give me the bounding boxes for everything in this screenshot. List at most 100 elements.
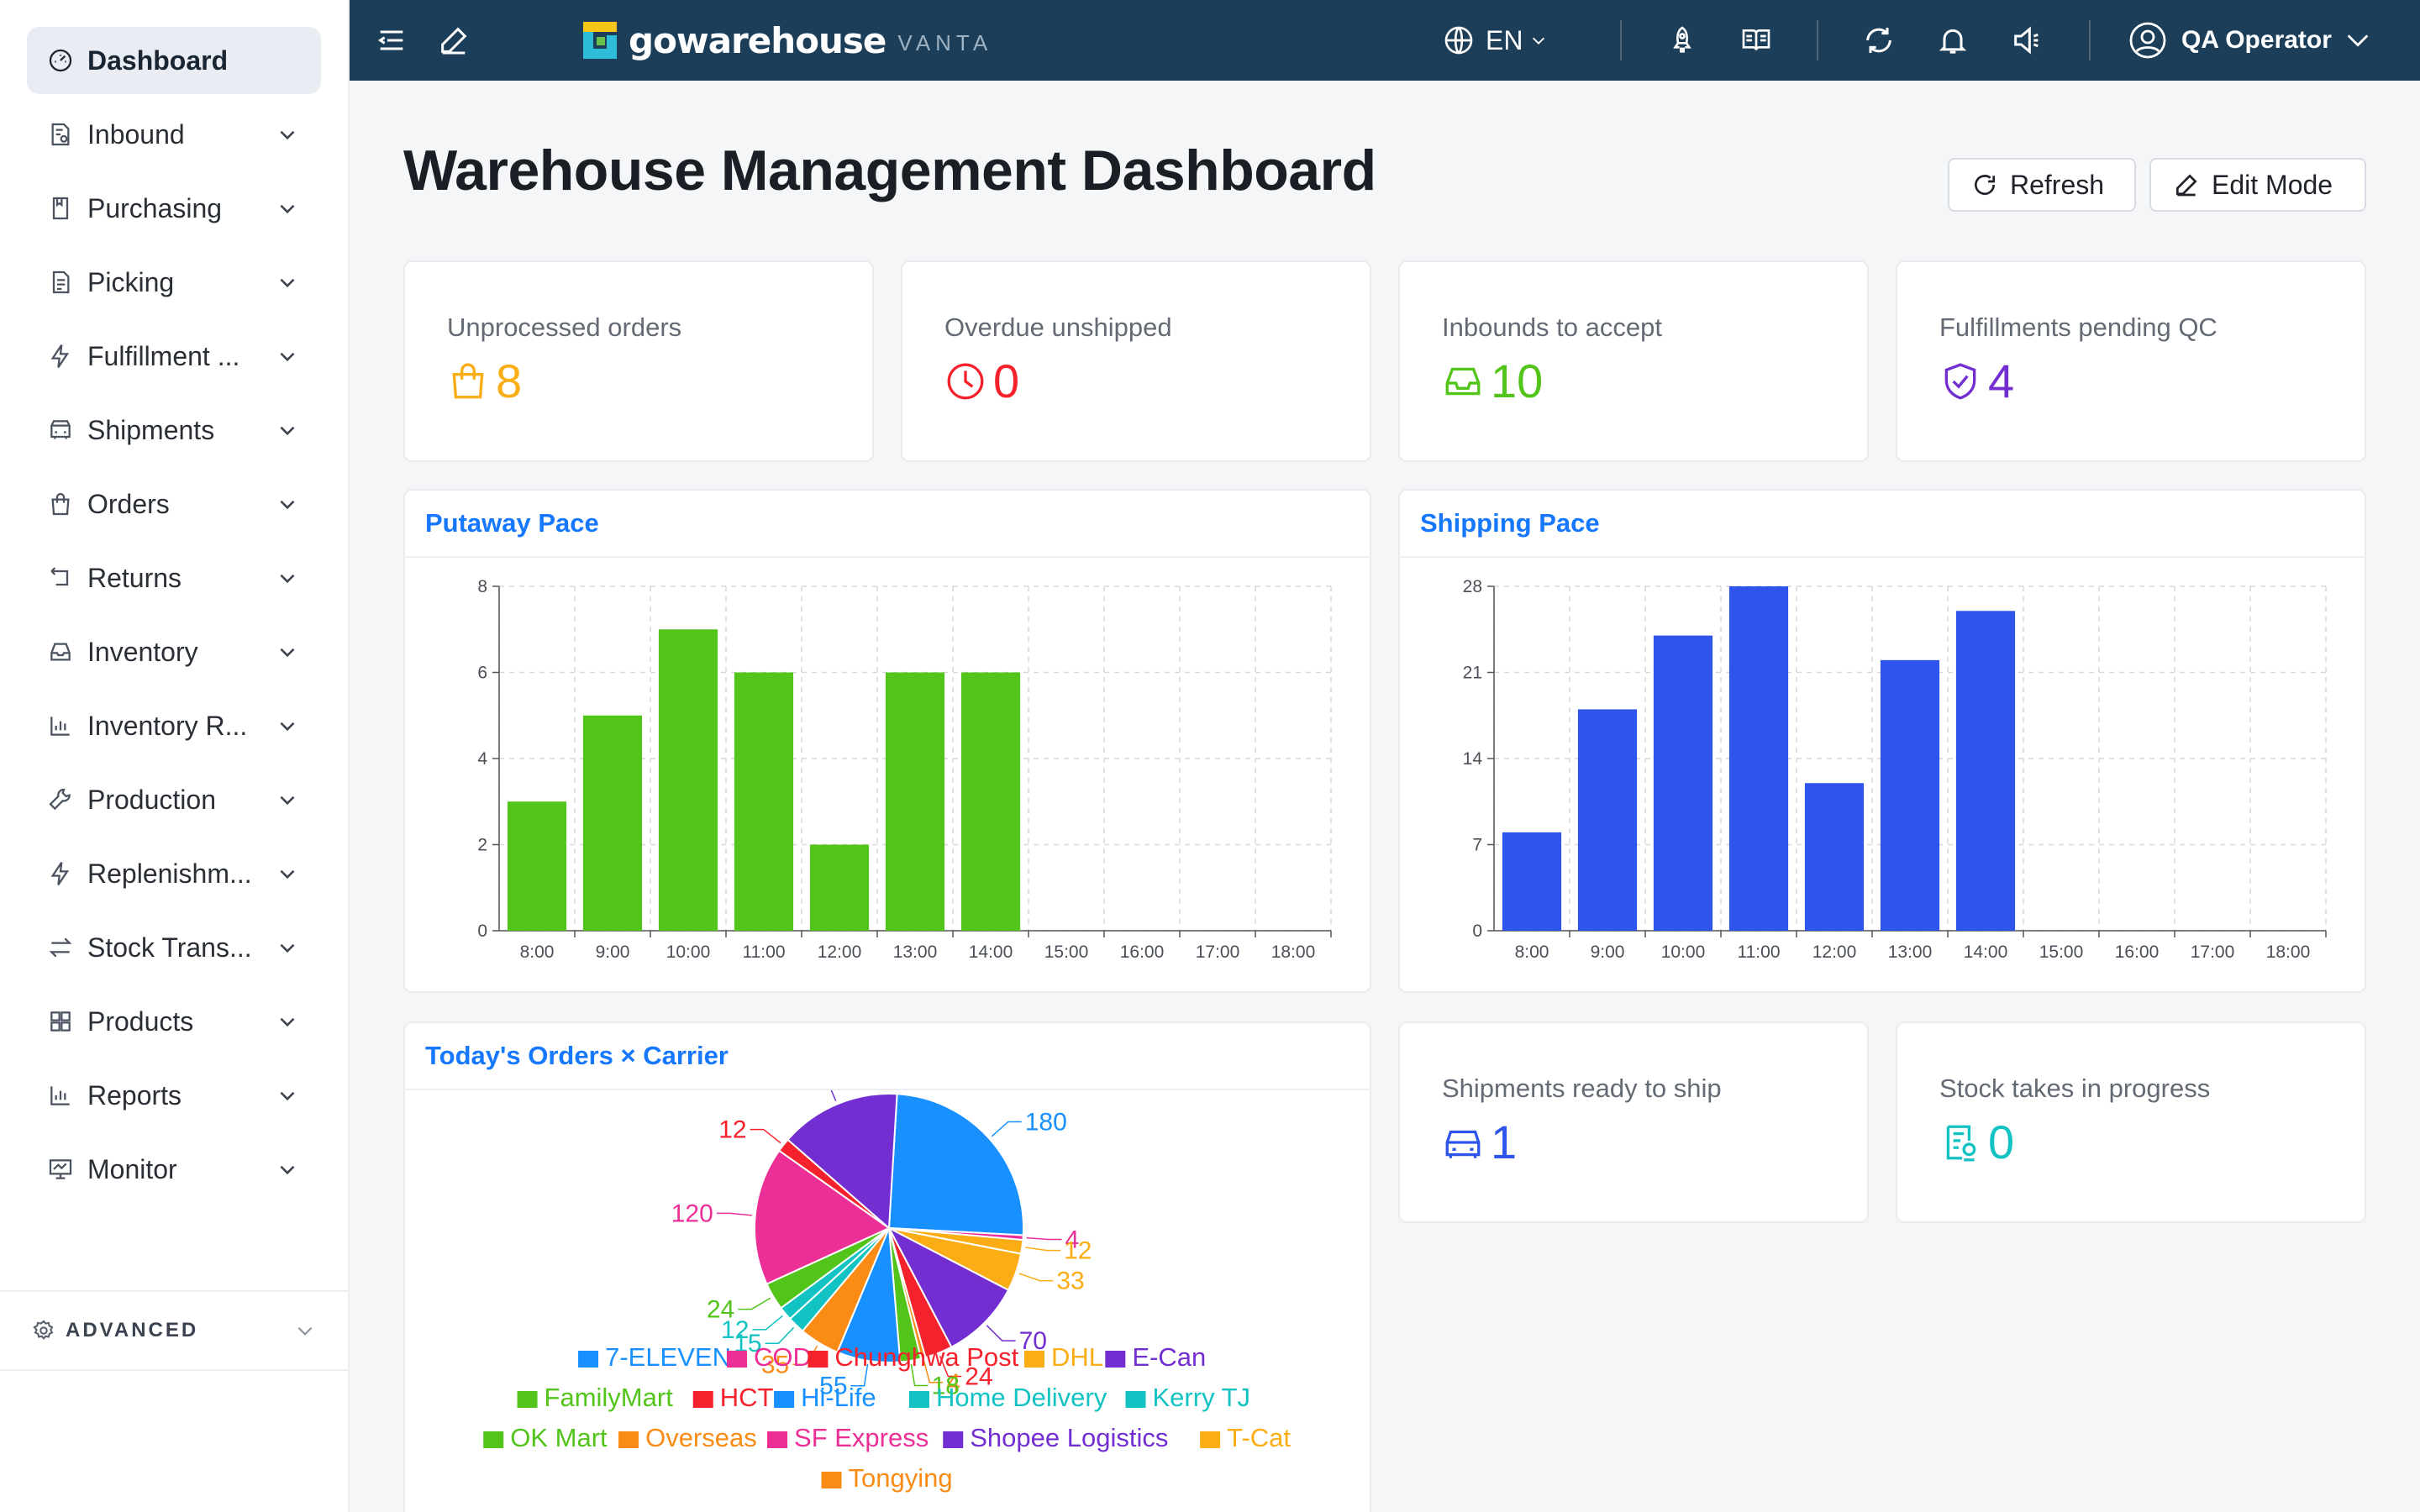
putaway-pace-chart: 0 2 4 6 8 8:00 9:00 10:00 11:00 12:00 13:00 14:00 15… — [477, 577, 1332, 962]
legend-label: Tongying — [849, 1463, 953, 1493]
legend-item-kerry-tj[interactable]: Kerry TJ — [1125, 1383, 1251, 1412]
sidebar-item-fulfillment[interactable]: Fulfillment ... — [27, 323, 321, 390]
stat-card-shipments-ready[interactable]: Shipments ready to ship 1 — [1398, 1021, 1869, 1223]
sidebar-item-monitor[interactable]: Monitor — [27, 1136, 321, 1203]
sidebar-item-products[interactable]: Products — [27, 988, 321, 1055]
bar-10:00[interactable] — [1653, 635, 1713, 931]
bar-14:00[interactable] — [1955, 611, 2016, 931]
chevron-down-icon — [2347, 34, 2369, 47]
legend-item-7-eleven[interactable]: 7-ELEVEN — [578, 1342, 731, 1372]
x-tick-label: 14:00 — [969, 942, 1013, 962]
sidebar-item-reports[interactable]: Reports — [27, 1062, 321, 1129]
stat-card-overdue-unshipped[interactable]: Overdue unshipped 0 — [901, 260, 1371, 462]
bar-8:00[interactable] — [507, 801, 567, 931]
bar-10:00[interactable] — [658, 629, 718, 931]
refresh-button[interactable]: Refresh — [1948, 158, 2136, 212]
sidebar-item-label: Reports — [87, 1079, 182, 1110]
stat-card-stock-takes[interactable]: Stock takes in progress 0 — [1896, 1021, 2366, 1223]
docs-button[interactable] — [1733, 17, 1780, 64]
menu-toggle-button[interactable] — [368, 17, 415, 64]
sidebar-item-purchasing[interactable]: Purchasing — [27, 175, 321, 242]
x-tick-label: 18:00 — [2266, 942, 2311, 962]
legend-item-cod[interactable]: COD — [727, 1342, 812, 1372]
sidebar-item-shipments[interactable]: Shipments — [27, 396, 321, 464]
legend-label: Chunghwa Post — [834, 1342, 1018, 1372]
legend-item-ok-mart[interactable]: OK Mart — [483, 1423, 608, 1452]
pie-slice-e-can[interactable] — [886, 1226, 1010, 1349]
pie-slice-7-eleven[interactable] — [887, 1093, 1024, 1236]
advanced-section-toggle[interactable]: ADVANCED — [0, 1290, 348, 1371]
edit-button[interactable] — [430, 17, 477, 64]
stat-label: Fulfillments pending QC — [1939, 312, 2217, 342]
legend-swatch — [1200, 1431, 1221, 1448]
bar-14:00[interactable] — [960, 672, 1021, 932]
language-selector[interactable]: EN — [1442, 17, 1548, 64]
sidebar-item-returns[interactable]: Returns — [27, 544, 321, 612]
legend-label: Home Delivery — [936, 1383, 1107, 1412]
legend-item-t-cat[interactable]: T-Cat — [1200, 1423, 1291, 1452]
bar-9:00[interactable] — [1577, 709, 1638, 931]
notifications-button[interactable] — [1929, 17, 1976, 64]
legend-item-familymart[interactable]: FamilyMart — [517, 1383, 674, 1412]
bar-11:00[interactable] — [1728, 586, 1789, 931]
release-notes-button[interactable] — [1659, 17, 1706, 64]
logo-text: gowarehouse — [629, 19, 886, 61]
stat-card-unprocessed-orders[interactable]: Unprocessed orders 8 — [403, 260, 874, 462]
sidebar-item-inventory[interactable]: Inventory — [27, 618, 321, 685]
stat-label: Stock takes in progress — [1939, 1074, 2211, 1103]
pie-value-label: 33 — [1056, 1268, 1084, 1295]
stat-value: 0 — [1988, 1116, 2015, 1168]
bar-12:00[interactable] — [1804, 783, 1865, 931]
stat-card-inbounds-to-accept[interactable]: Inbounds to accept 10 — [1398, 260, 1869, 462]
clock-icon — [947, 363, 984, 400]
chevron-down-icon — [271, 1079, 304, 1112]
x-tick-label: 17:00 — [1196, 942, 1240, 962]
legend-item-dhl[interactable]: DHL — [1023, 1342, 1103, 1372]
bar-12:00[interactable] — [809, 844, 870, 932]
sidebar-item-inbound[interactable]: Inbound — [27, 101, 321, 168]
reload-icon — [1975, 175, 1996, 196]
legend-item-e-can[interactable]: E-Can — [1105, 1342, 1206, 1372]
stat-label: Shipments ready to ship — [1442, 1074, 1722, 1103]
announcements-button[interactable] — [2003, 17, 2050, 64]
stat-value: 4 — [1988, 354, 2015, 407]
y-tick-label: 28 — [1463, 577, 1482, 596]
topbar-divider — [1817, 20, 1818, 60]
app-logo[interactable]: gowarehouse VANTA — [583, 18, 992, 62]
bar-13:00[interactable] — [1880, 659, 1940, 931]
pie-slice-sf-express[interactable] — [754, 1149, 891, 1285]
pie-slice-shopee-logistics[interactable] — [786, 1093, 898, 1231]
legend-item-tongying[interactable]: Tongying — [821, 1463, 953, 1493]
sidebar-item-replenishm[interactable]: Replenishm... — [27, 840, 321, 907]
reload-button[interactable] — [1855, 17, 1902, 64]
legend-swatch — [767, 1431, 788, 1448]
legend-item-chunghwa-post[interactable]: Chunghwa Post — [808, 1342, 1019, 1372]
bar-9:00[interactable] — [582, 715, 643, 931]
stat-card-fulfillments-pending-qc[interactable]: Fulfillments pending QC 4 — [1896, 260, 2366, 462]
x-tick-label: 18:00 — [1271, 942, 1316, 962]
legend-label: 7-ELEVEN — [605, 1342, 731, 1372]
bar-11:00[interactable] — [734, 672, 794, 932]
pie-value-label: 24 — [707, 1296, 734, 1324]
sidebar-item-stock-trans[interactable]: Stock Trans... — [27, 914, 321, 981]
bar-13:00[interactable] — [885, 672, 945, 932]
legend-item-overseas[interactable]: Overseas — [618, 1423, 757, 1452]
legend-item-shopee-logistics[interactable]: Shopee Logistics — [943, 1423, 1168, 1452]
x-tick-label: 13:00 — [893, 942, 938, 962]
sidebar-item-orders[interactable]: Orders — [27, 470, 321, 538]
sidebar-item-inventory-r[interactable]: Inventory R... — [27, 692, 321, 759]
sidebar-item-production[interactable]: Production — [27, 766, 321, 833]
truck-icon — [44, 413, 77, 447]
x-tick-label: 11:00 — [1738, 942, 1781, 962]
legend-item-sf-express[interactable]: SF Express — [767, 1423, 929, 1452]
shipping-pace-chart: 0 7 14 21 28 8:00 9:00 10:00 11:00 12:00 13:00 14:0… — [1463, 577, 2327, 962]
legend-item-home-delivery[interactable]: Home Delivery — [908, 1383, 1107, 1412]
sidebar-item-picking[interactable]: Picking — [27, 249, 321, 316]
pie-label-line — [986, 1325, 1016, 1341]
sidebar-item-dashboard[interactable]: Dashboard — [27, 27, 321, 94]
user-menu[interactable]: QA Operator — [2128, 17, 2372, 64]
legend-item-hi-life[interactable]: Hi-Life — [774, 1383, 876, 1412]
edit-mode-button[interactable]: Edit Mode — [2149, 158, 2366, 212]
bar-8:00[interactable] — [1502, 832, 1562, 931]
legend-item-hct[interactable]: HCT — [692, 1383, 774, 1412]
